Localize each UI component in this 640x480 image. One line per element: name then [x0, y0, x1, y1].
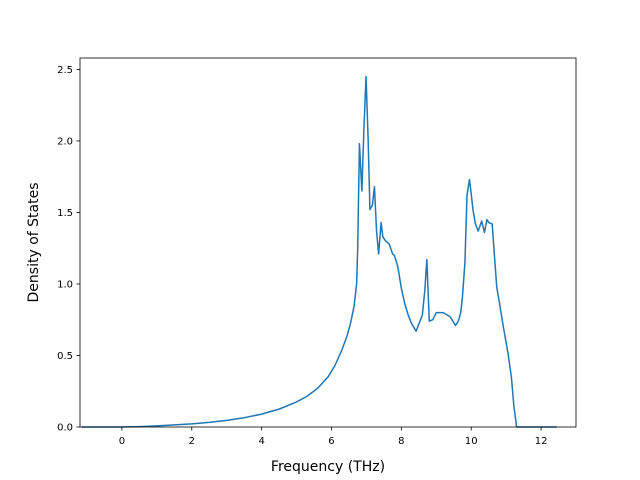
- x-tick-label: 12: [535, 436, 548, 447]
- y-tick-label: 1.0: [57, 279, 73, 290]
- x-tick-label: 10: [465, 436, 478, 447]
- y-tick-label: 0.0: [57, 423, 73, 434]
- x-tick-label: 0: [119, 436, 125, 447]
- y-tick-label: 2.5: [57, 65, 73, 76]
- x-tick-label: 2: [189, 436, 195, 447]
- axes-frame: [79, 57, 577, 428]
- x-axis-ticks: 0 2 4 6 8 10 12: [119, 427, 548, 447]
- x-axis-label: Frequency (THz): [271, 459, 385, 475]
- x-tick-label: 4: [258, 436, 264, 447]
- x-tick-label: 6: [328, 436, 334, 447]
- plot-area: [81, 75, 557, 428]
- y-tick-label: 0.5: [57, 351, 73, 362]
- y-tick-label: 1.5: [57, 208, 73, 219]
- y-tick-label: 2.0: [57, 136, 73, 147]
- y-axis-label: Density of States: [26, 183, 42, 303]
- y-axis-ticks: 0.0 0.5 1.0 1.5 2.0 2.5: [57, 65, 80, 434]
- dos-series-line: [81, 75, 557, 428]
- x-tick-label: 8: [398, 436, 404, 447]
